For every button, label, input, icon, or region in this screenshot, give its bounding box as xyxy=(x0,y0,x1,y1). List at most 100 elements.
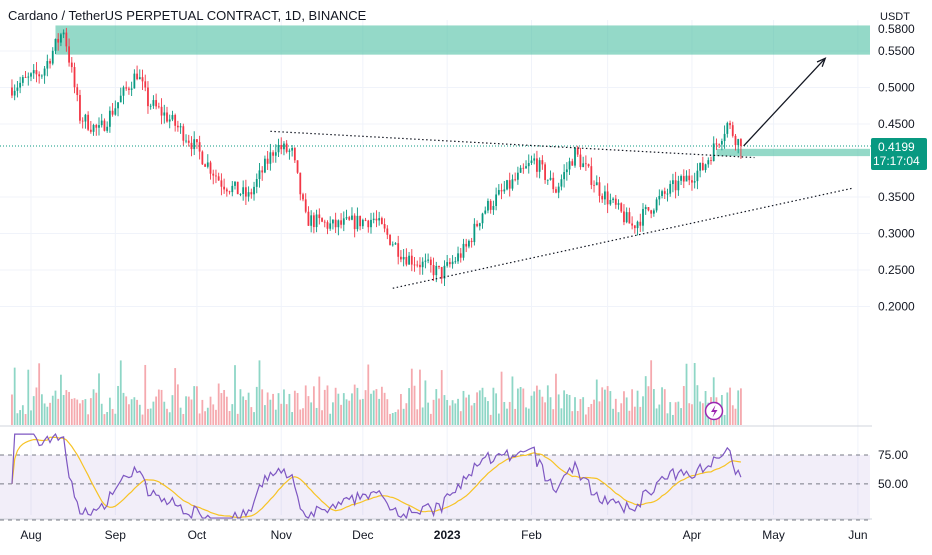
volume-bar xyxy=(337,393,340,425)
candle-body xyxy=(587,164,590,167)
candle-body xyxy=(484,210,487,214)
volume-bar xyxy=(244,399,247,425)
candle-body xyxy=(661,191,663,196)
volume-bar xyxy=(228,411,231,425)
candle-body xyxy=(212,173,215,176)
candle-body xyxy=(141,77,144,82)
volume-bar xyxy=(740,388,742,425)
candle-body xyxy=(312,215,315,228)
candle-body xyxy=(217,176,220,181)
candle-body xyxy=(209,162,212,174)
volume-bar xyxy=(538,389,541,425)
candle-body xyxy=(391,244,394,246)
volume-bar xyxy=(408,388,410,425)
volume-bar xyxy=(688,403,691,425)
candle-body xyxy=(196,139,198,143)
volume-bar xyxy=(364,390,367,425)
candle-body xyxy=(353,215,356,230)
volume-bar xyxy=(250,407,253,425)
volume-bar xyxy=(304,385,307,425)
candle-body xyxy=(454,261,457,263)
volume-bar xyxy=(179,407,182,425)
candle-body xyxy=(43,68,46,76)
candle-body xyxy=(144,81,147,88)
candle-body xyxy=(87,114,90,130)
candle-body xyxy=(726,123,729,134)
volume-bar xyxy=(157,389,160,425)
candle-body xyxy=(672,180,674,185)
candle-body xyxy=(174,115,177,126)
candle-body xyxy=(201,151,204,165)
volume-bar xyxy=(168,412,171,425)
candle-body xyxy=(419,264,421,268)
volume-bar xyxy=(264,405,266,425)
volume-bar xyxy=(329,413,332,425)
candle-body xyxy=(451,261,454,265)
candle-body xyxy=(323,221,326,223)
candle-body xyxy=(715,143,718,145)
candle-body xyxy=(389,234,391,245)
candle-body xyxy=(712,143,715,162)
volume-bar xyxy=(391,412,394,425)
volume-bar xyxy=(125,396,128,425)
volume-bar xyxy=(432,399,435,425)
volume-bar xyxy=(299,409,302,425)
volume-bar xyxy=(650,360,653,425)
volume-bar xyxy=(478,390,481,425)
candle-body xyxy=(250,192,253,195)
volume-bar xyxy=(503,401,506,425)
candle-body xyxy=(288,150,291,152)
volume-bar xyxy=(383,392,386,425)
volume-bar xyxy=(552,409,555,425)
candle-body xyxy=(296,160,299,173)
volume-bar xyxy=(451,400,454,425)
volume-bar xyxy=(103,414,106,425)
candle-body xyxy=(655,199,658,211)
volume-bar xyxy=(315,407,318,425)
candle-body xyxy=(380,218,383,224)
candle-body xyxy=(410,255,413,265)
candle-body xyxy=(440,267,443,279)
volume-bar xyxy=(421,407,424,425)
candle-body xyxy=(421,261,424,268)
candle-body xyxy=(652,210,655,214)
volume-bar xyxy=(397,409,400,425)
volume-bar xyxy=(416,409,419,425)
candle-body xyxy=(468,240,470,247)
volume-bar xyxy=(310,402,313,425)
candle-body xyxy=(636,221,639,229)
volume-bar xyxy=(73,398,76,425)
volume-bar xyxy=(19,410,22,425)
price-axis-tick: 0.5000 xyxy=(878,81,915,95)
volume-bar xyxy=(334,387,337,425)
volume-bar xyxy=(196,386,198,425)
candle-body xyxy=(32,70,35,74)
volume-bar xyxy=(446,400,449,425)
candle-body xyxy=(46,61,49,69)
candle-body xyxy=(574,147,576,166)
volume-bar xyxy=(293,390,296,425)
candle-body xyxy=(11,87,13,96)
candle-body xyxy=(13,90,16,96)
volume-bar xyxy=(204,411,206,425)
candle-body xyxy=(68,46,70,63)
volume-bar xyxy=(655,408,658,425)
volume-bar xyxy=(579,399,582,425)
candle-body xyxy=(669,184,672,194)
candle-body xyxy=(332,219,334,224)
volume-bar xyxy=(462,390,465,425)
zone-support xyxy=(716,148,870,157)
candle-body xyxy=(321,218,323,222)
volume-bar xyxy=(106,412,109,425)
candle-body xyxy=(98,125,100,128)
volume-bar xyxy=(549,397,552,425)
volume-bar xyxy=(617,412,620,425)
volume-bar xyxy=(546,385,549,425)
volume-bar xyxy=(601,387,604,425)
candle-body xyxy=(111,110,114,115)
lightning-icon[interactable] xyxy=(704,401,724,421)
volume-bar xyxy=(680,408,682,425)
candle-body xyxy=(326,222,329,229)
candle-body xyxy=(693,181,696,183)
